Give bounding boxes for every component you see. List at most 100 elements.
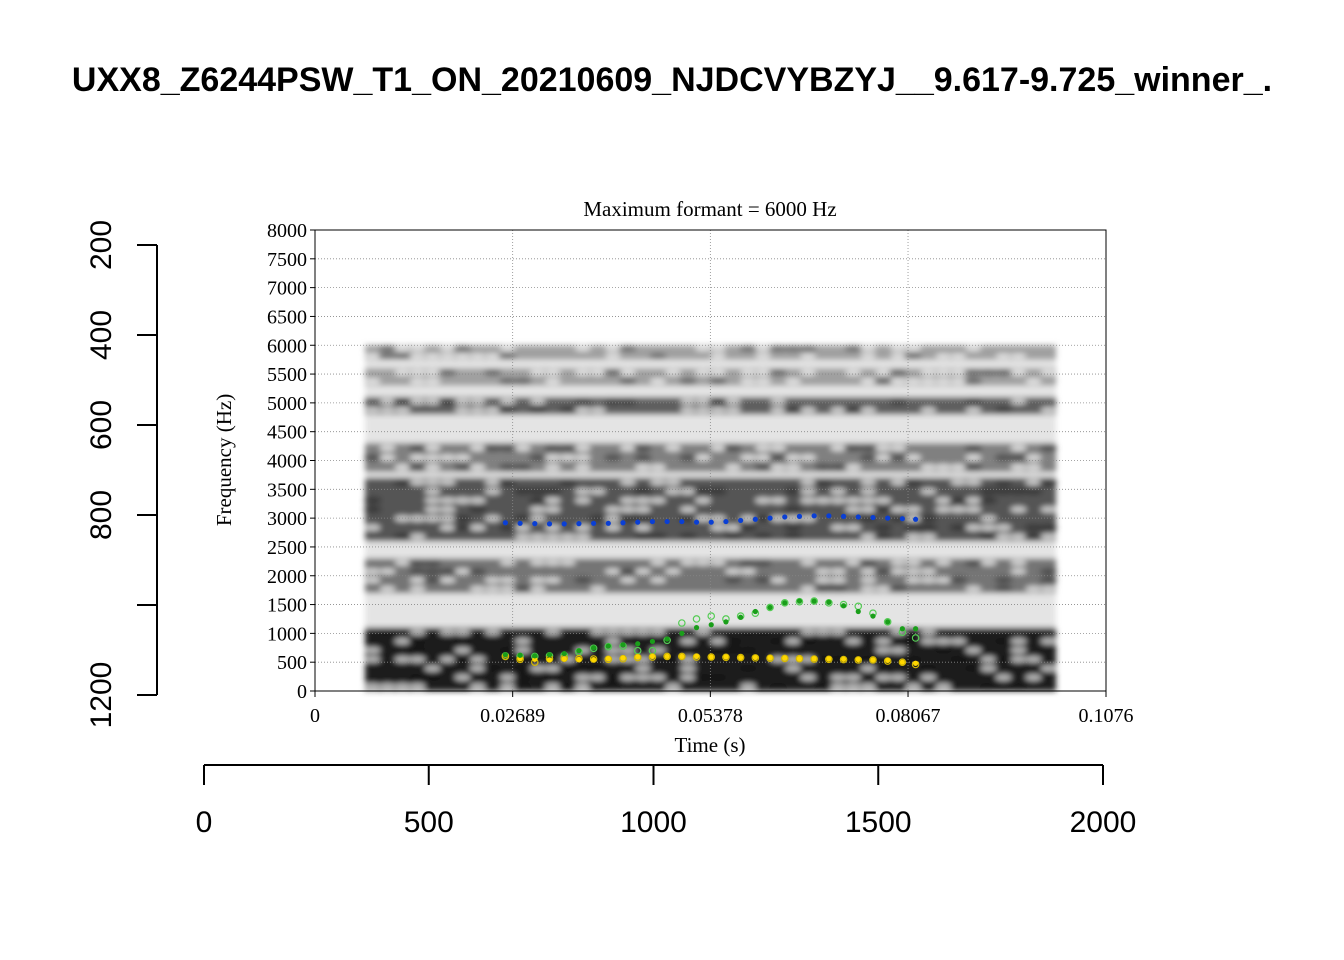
spectrogram-speckle <box>964 397 983 405</box>
spectrogram-speckle <box>423 673 442 682</box>
spectrogram-speckle <box>484 515 501 522</box>
spectrogram-speckle <box>664 683 682 690</box>
spectrogram-speckle <box>619 506 637 513</box>
spectrogram-speckle <box>920 463 937 471</box>
spectrogram-speckle <box>769 444 787 452</box>
spectrogram-speckle <box>829 524 847 531</box>
spectrogram-speckle <box>469 665 486 672</box>
spectrogram-speckle <box>874 533 893 541</box>
spectrogram-speckle <box>574 497 592 504</box>
formant-point <box>723 654 729 660</box>
spectrogram-speckle <box>469 444 486 452</box>
formant-point <box>649 638 656 645</box>
spectrogram-speckle <box>694 346 712 352</box>
spectrogram-speckle <box>739 628 758 636</box>
spectrogram-speckle <box>604 524 622 531</box>
formant-point <box>870 613 876 619</box>
spectrogram-speckle <box>1010 369 1027 376</box>
spectrogram-speckle <box>423 576 442 584</box>
spectrogram-speckle <box>920 369 937 376</box>
spectrogram-speckle <box>920 577 937 584</box>
formant-point <box>752 654 758 661</box>
spectrogram-image <box>363 345 1058 691</box>
spectrogram-speckle <box>890 506 907 513</box>
spectrogram-speckle <box>364 353 381 359</box>
spectrogram-speckle <box>1010 568 1027 575</box>
spectrogram-speckle <box>724 637 743 645</box>
spectrogram-speckle <box>619 647 637 654</box>
inner-y-tick-label: 1000 <box>267 623 307 645</box>
inner-y-tick-label: 6500 <box>267 306 307 328</box>
spectrogram-speckle <box>708 397 728 405</box>
spectrogram-speckle <box>424 506 441 513</box>
spectrogram-speckle <box>874 585 892 592</box>
spectrogram-speckle <box>874 505 893 514</box>
spectrogram-speckle <box>679 488 697 495</box>
spectrogram-speckle <box>424 353 441 359</box>
inner-x-tick-label: 0 <box>310 705 320 727</box>
spectrogram-speckle <box>979 533 998 541</box>
spectrogram-speckle <box>678 453 697 462</box>
spectrogram-speckle <box>393 533 412 541</box>
spectrogram-speckle <box>574 488 592 495</box>
spectrogram-speckle <box>574 346 592 352</box>
spectrogram-speckle <box>558 682 577 691</box>
formant-point <box>767 515 773 521</box>
spectrogram-speckle <box>769 682 788 691</box>
spectrogram-speckle <box>544 577 562 584</box>
spectrogram-speckle <box>514 524 531 531</box>
formant-point <box>899 659 905 665</box>
spectrogram-speckle <box>408 463 427 472</box>
spectrogram-speckle <box>589 585 607 592</box>
spectrogram-speckle <box>890 479 907 486</box>
spectrogram-speckle <box>409 369 426 376</box>
spectrogram-speckle <box>424 369 441 376</box>
spectrogram-speckle <box>649 674 667 681</box>
spectrogram-speckle <box>619 369 637 376</box>
formant-point <box>826 656 832 662</box>
y-axis-label: Frequency (Hz) <box>212 394 236 526</box>
spectrogram-speckle <box>439 628 456 636</box>
spectrogram-speckle <box>724 463 742 471</box>
spectrogram-speckle <box>1039 523 1058 532</box>
spectrogram-speckle <box>964 444 983 452</box>
spectrogram-speckle <box>1010 559 1027 566</box>
spectrogram-speckle <box>529 585 547 592</box>
spectrogram-speckle <box>513 664 532 672</box>
spectrogram-speckle <box>603 397 622 405</box>
spectrogram-speckle <box>394 559 411 566</box>
spectrogram-speckle <box>439 353 456 359</box>
spectrogram-speckle <box>950 638 967 645</box>
spectrogram-speckle <box>589 407 607 414</box>
spectrogram-speckle <box>874 674 892 681</box>
spectrogram-speckle <box>1039 444 1058 452</box>
spectrogram-speckle <box>634 568 652 575</box>
spectrogram-speckle <box>708 646 728 654</box>
formant-point <box>664 518 670 525</box>
formant-point <box>591 656 597 663</box>
spectrogram-speckle <box>394 656 411 663</box>
spectrogram-speckle <box>799 369 817 376</box>
formant-point <box>782 600 788 606</box>
spectrogram-speckle <box>904 523 923 532</box>
inner-y-tick-label: 1500 <box>267 595 307 617</box>
spectrogram-speckle <box>409 683 426 690</box>
spectrogram-speckle <box>994 453 1013 462</box>
spectrogram-speckle <box>739 378 757 385</box>
formant-point <box>708 654 714 660</box>
spectrogram-speckle <box>754 463 773 472</box>
candidate-formant-point <box>751 654 760 662</box>
spectrogram-speckle <box>859 683 877 690</box>
candidate-formant-point <box>692 615 701 623</box>
spectrogram-speckle <box>498 463 517 472</box>
spectrogram-speckle <box>543 444 562 452</box>
spectrogram-speckle <box>408 444 427 452</box>
spectrogram-speckle <box>874 497 892 504</box>
spectrogram-speckle <box>844 444 863 452</box>
spectrogram-speckle <box>603 369 622 377</box>
formant-point <box>591 520 597 526</box>
spectrogram-speckle <box>964 369 983 377</box>
spectrogram-speckle <box>619 479 637 486</box>
candidate-formant-point <box>883 618 892 626</box>
